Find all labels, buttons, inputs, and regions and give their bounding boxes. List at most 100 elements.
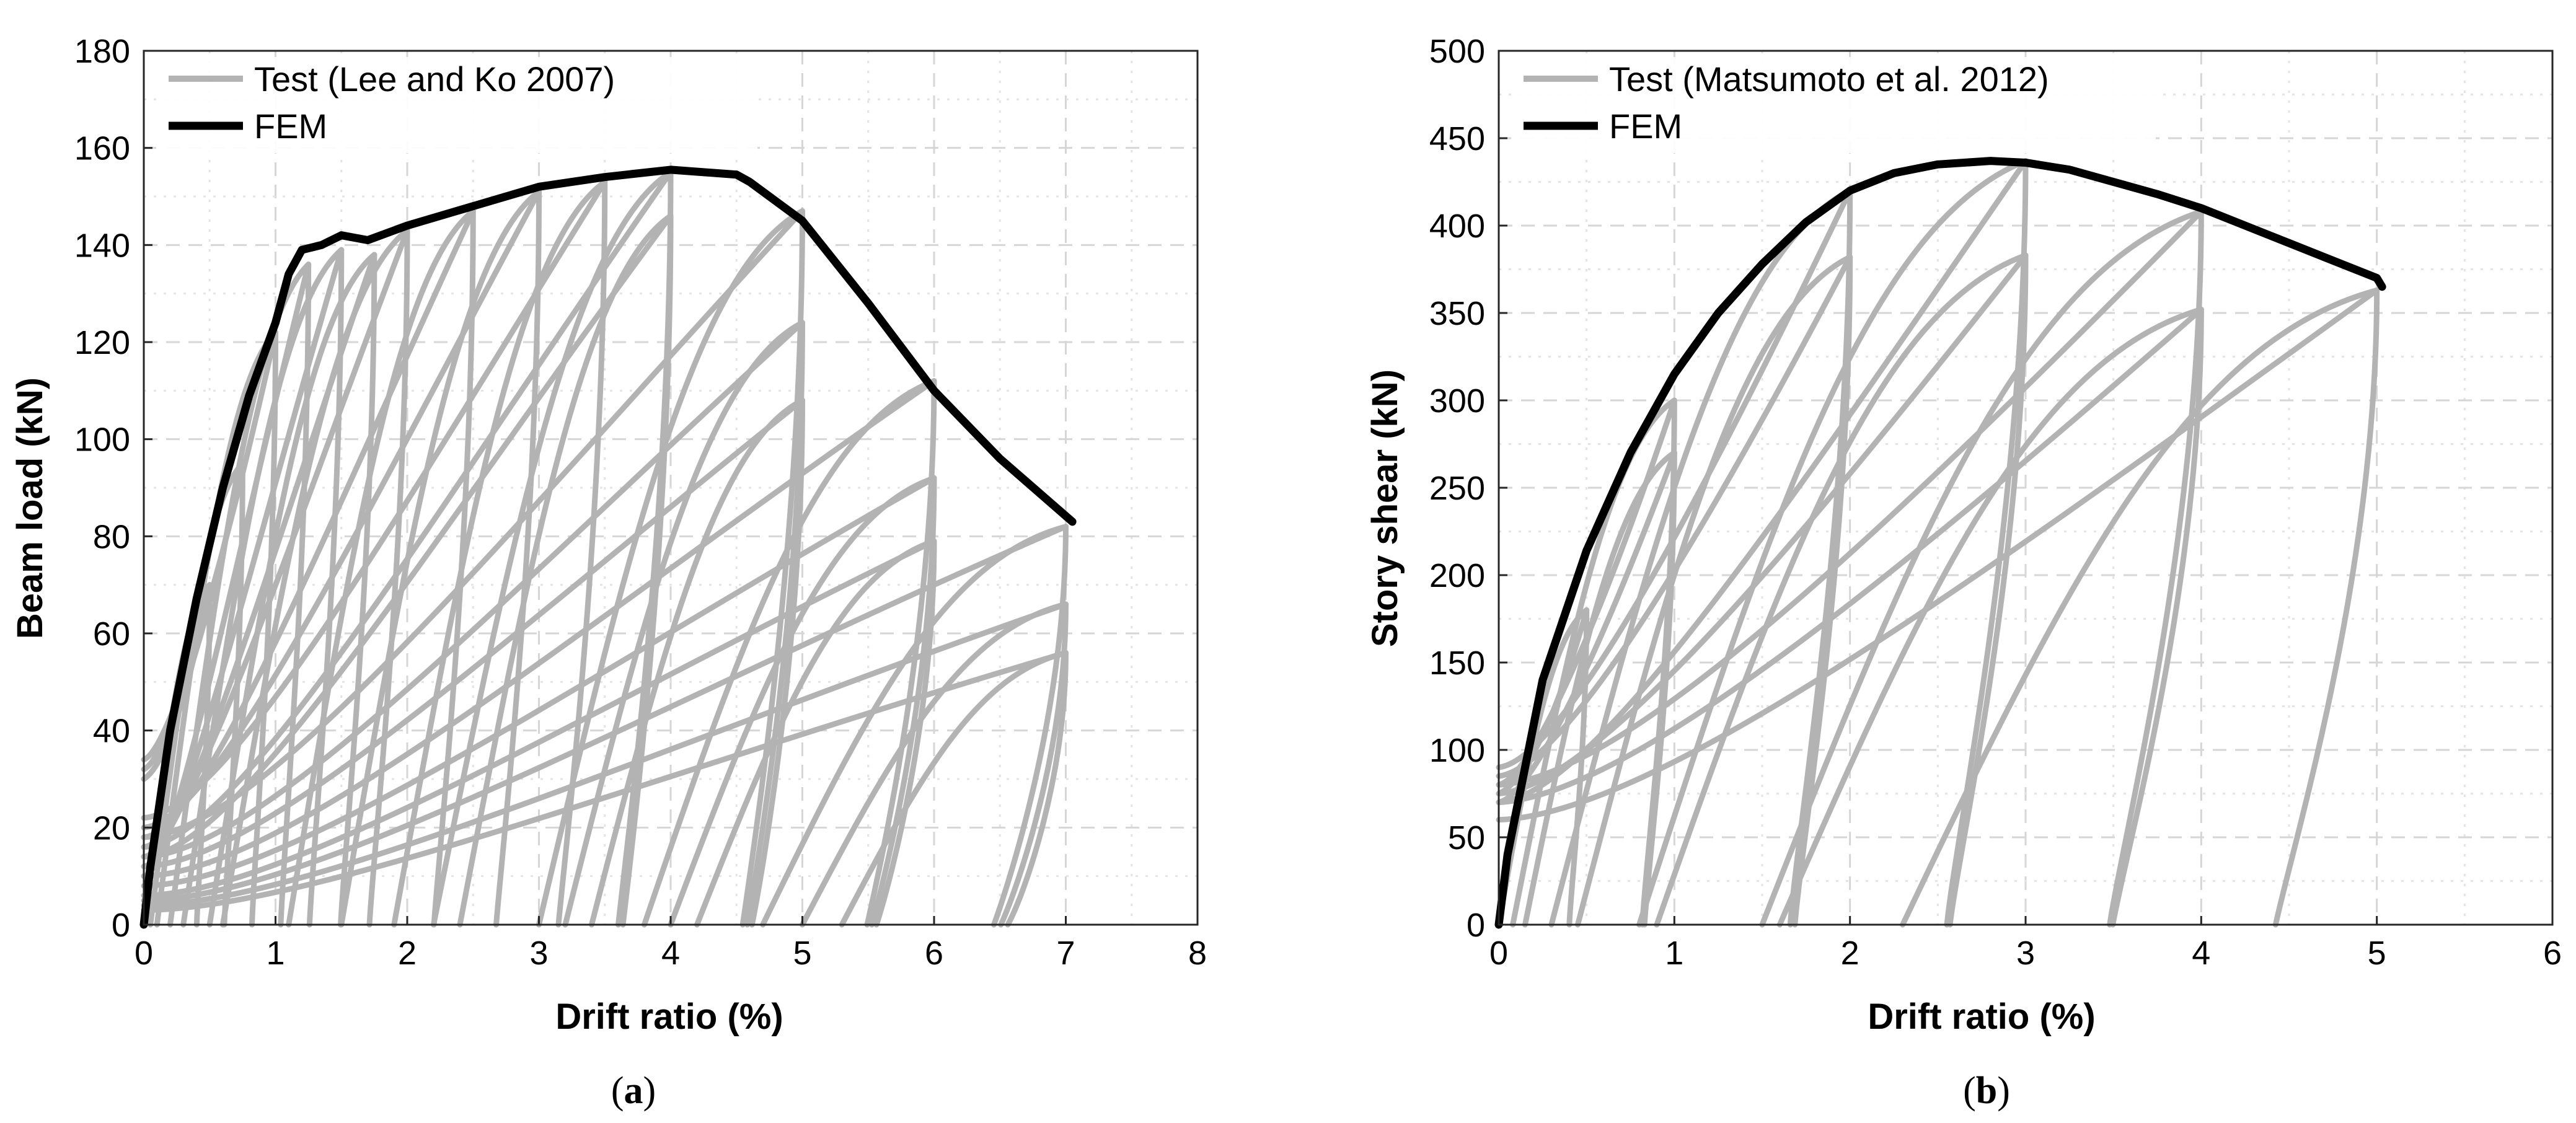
test-loading-branch [286,208,476,928]
x-tick-label: 0 [135,935,153,972]
legend-label-fem: FEM [254,107,327,146]
test-unloading-branch [864,378,937,928]
y-tick-label: 40 [93,713,130,750]
test-reloading-branch [1496,158,2029,806]
test-loading-branch [1575,254,1853,928]
test-unloading-branch [1944,158,2029,928]
y-tick-label: 250 [1429,470,1485,507]
test-loading-branch [562,320,805,928]
panel-caption-a: (a) [611,1070,656,1112]
test-loading-branch [1759,208,2204,928]
legend-label-fem: FEM [1609,107,1682,146]
legend-label-test: Test (Matsumoto et al. 2012) [1609,59,2049,99]
y-tick-label: 60 [93,615,130,653]
x-tick-label: 1 [266,935,285,972]
test-reloading-branch [141,524,1069,904]
test-reloading-branch [141,320,805,860]
y-tick-label: 20 [93,809,130,847]
test-loading-branch [220,227,410,928]
test-loading-branch [1776,306,2204,928]
test-loading-branch [391,179,608,928]
x-tick-label: 6 [925,935,943,972]
test-reloading-branch [141,397,805,870]
test-unloading-branch [555,179,608,928]
x-tick-label: 6 [2543,935,2562,972]
legend-label-test: Test (Lee and Ko 2007) [254,59,615,99]
test-reloading-branch [1496,252,2029,796]
test-reloading-branch [1496,306,2204,806]
x-tick-label: 1 [1665,935,1683,972]
y-tick-label: 0 [1467,907,1485,944]
y-tick-label: 400 [1429,208,1485,245]
y-tick-label: 0 [112,907,130,944]
x-axis-label-b: Drift ratio (%) [1868,997,2095,1037]
legend-background [1511,57,2156,153]
legend-b: Test (Matsumoto et al. 2012) FEM [1511,57,2156,153]
test-unloading-branch [2110,306,2204,928]
test-loading-branch [457,213,674,928]
test-unloading-branch [873,538,937,928]
test-reloading-branch [1496,607,1590,796]
test-reloading-branch [141,538,937,899]
test-reloading-branch [141,475,937,889]
test-reloading-branch [141,208,805,840]
test-reloading-branch [141,188,542,830]
y-tick-label: 350 [1429,295,1485,332]
x-tick-label: 3 [529,935,548,972]
test-series-a [141,169,1069,928]
x-tick-label: 4 [2192,935,2210,972]
y-tick-label: 450 [1429,120,1485,157]
x-tick-label: 0 [1489,935,1508,972]
panel-caption-b: (b) [1963,1070,2010,1112]
test-loading-branch [536,208,805,928]
test-loading-branch [1900,287,2380,928]
y-axis-label-b: Story shear (kN) [1365,369,1405,647]
test-reloading-branch [1496,287,2380,823]
y-axis-label-a: Beam load (kN) [10,377,50,639]
test-loading-branch [338,188,542,928]
test-unloading-branch [1947,252,2029,928]
x-tick-label: 7 [1056,935,1075,972]
y-tick-label: 300 [1429,382,1485,420]
y-tick-label: 500 [1429,33,1485,70]
test-reloading-branch [141,213,674,860]
test-reloading-branch [141,650,1069,913]
test-loading-branch [642,378,937,928]
legend-a: Test (Lee and Ko 2007) FEM [156,57,757,153]
test-unloading-branch [2107,208,2204,928]
x-axis-label-a: Drift ratio (%) [555,997,783,1037]
test-series-b [1496,158,2380,928]
y-tick-label: 80 [93,518,130,555]
y-tick-label: 160 [74,130,130,167]
y-tick-label: 140 [74,227,130,264]
test-reloading-branch [141,378,937,879]
x-tick-label: 3 [2016,935,2035,972]
y-tick-label: 200 [1429,557,1485,594]
test-loading-branch [1636,158,2029,928]
test-unloading-branch [1005,650,1069,928]
test-reloading-branch [141,329,278,763]
test-unloading-branch [431,208,476,928]
test-reloading-branch [141,247,345,870]
y-tick-label: 180 [74,33,130,70]
chart-panel-a: Drift ratio (%) Beam load (kN) (a) 0 1 2 3 4… [10,33,1207,1112]
test-reloading-branch [1496,208,2204,788]
y-tick-label: 100 [1429,732,1485,769]
chart-panel-b: Drift ratio (%) Story shear (kN) (b) 0 1 2… [1365,33,2562,1112]
test-reloading-branch [1496,254,1853,779]
fem-curve-a [139,165,1077,929]
test-reloading-branch [141,601,1069,909]
x-tick-label: 2 [1841,935,1859,972]
test-unloading-branch [991,524,1069,928]
x-tick-label: 2 [398,935,417,972]
y-tick-label: 50 [1448,819,1485,857]
legend-background [156,57,757,153]
y-tick-label: 100 [74,421,130,459]
test-reloading-branch [141,179,608,821]
x-tick-label: 8 [1188,935,1207,972]
x-tick-label: 5 [793,935,811,972]
y-tick-label: 120 [74,324,130,361]
test-reloading-branch [141,208,476,840]
y-tick-label: 150 [1429,645,1485,682]
